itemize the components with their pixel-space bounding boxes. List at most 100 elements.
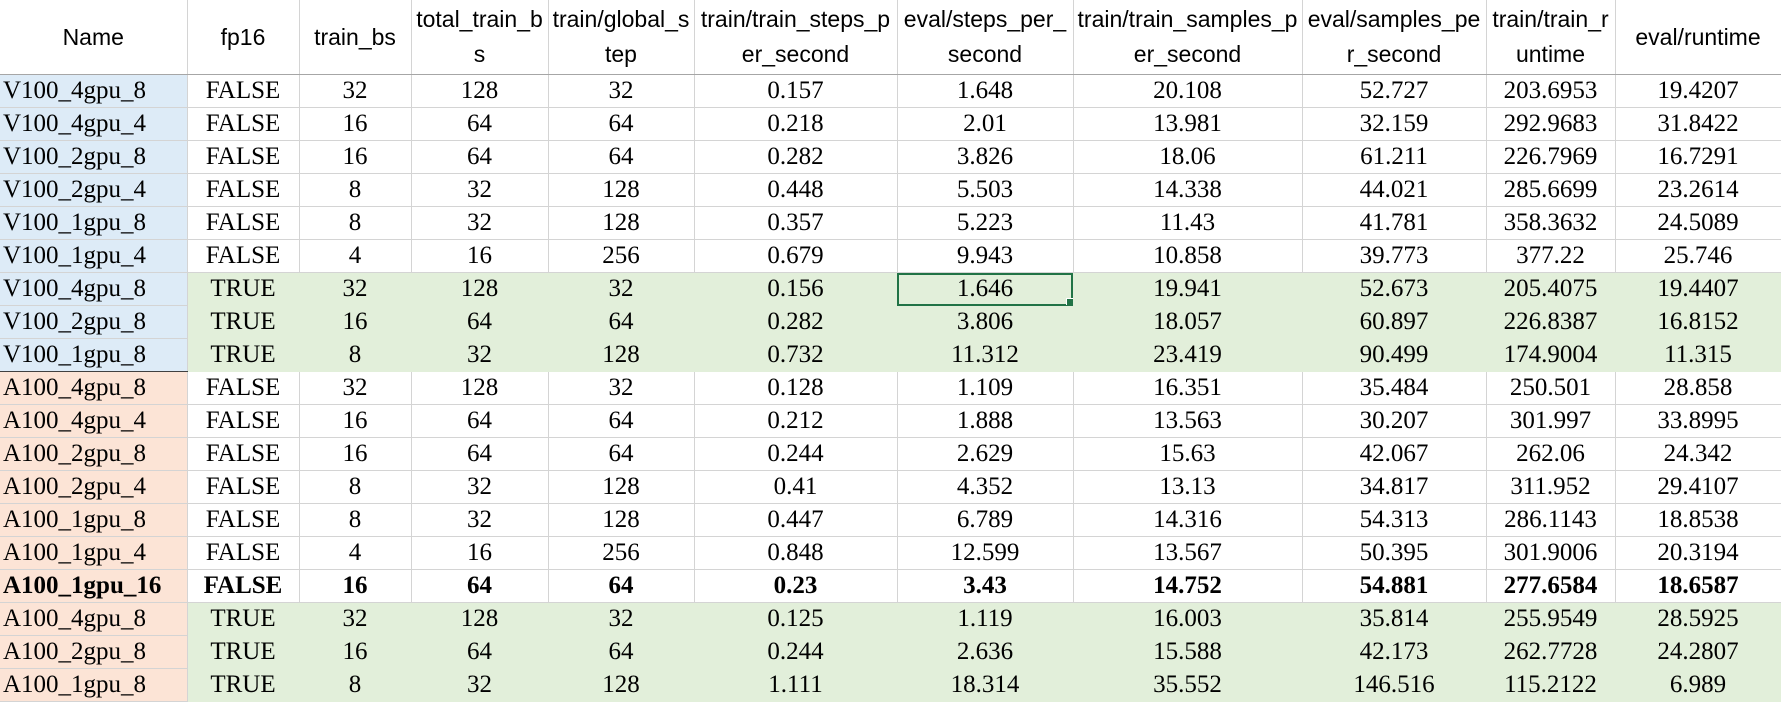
cell-train-runtime[interactable]: 311.952 <box>1486 470 1616 504</box>
cell-eval-samples-per-second[interactable]: 44.021 <box>1302 173 1487 207</box>
cell-name[interactable]: A100_4gpu_8 <box>0 602 188 636</box>
cell-train-bs[interactable]: 8 <box>299 668 412 702</box>
cell-total-train-bs[interactable]: 32 <box>411 206 549 240</box>
cell-total-train-bs[interactable]: 64 <box>411 305 549 339</box>
cell-train-runtime[interactable]: 377.22 <box>1486 239 1616 273</box>
cell-train-runtime[interactable]: 203.6953 <box>1486 74 1616 108</box>
cell-fp16[interactable]: FALSE <box>187 107 300 141</box>
cell-name[interactable]: A100_4gpu_4 <box>0 404 188 438</box>
cell-train-steps-per-second[interactable]: 0.244 <box>694 635 898 669</box>
cell-train-steps-per-second[interactable]: 0.848 <box>694 536 898 570</box>
cell-eval-samples-per-second[interactable]: 35.814 <box>1302 602 1487 636</box>
cell-train-samples-per-second[interactable]: 13.13 <box>1073 470 1303 504</box>
cell-eval-runtime[interactable]: 31.8422 <box>1615 107 1781 141</box>
column-header-eval-samples-per-second[interactable]: eval/samples_per_second <box>1302 0 1487 75</box>
cell-eval-samples-per-second[interactable]: 90.499 <box>1302 338 1487 372</box>
cell-total-train-bs[interactable]: 16 <box>411 239 549 273</box>
cell-train-bs[interactable]: 32 <box>299 602 412 636</box>
cell-total-train-bs[interactable]: 32 <box>411 338 549 372</box>
cell-eval-runtime[interactable]: 11.315 <box>1615 338 1781 372</box>
cell-train-samples-per-second[interactable]: 13.563 <box>1073 404 1303 438</box>
cell-train-samples-per-second[interactable]: 23.419 <box>1073 338 1303 372</box>
cell-train-bs[interactable]: 8 <box>299 173 412 207</box>
cell-train-samples-per-second[interactable]: 18.06 <box>1073 140 1303 174</box>
cell-fp16[interactable]: TRUE <box>187 635 300 669</box>
cell-global-step[interactable]: 64 <box>548 569 695 603</box>
cell-fp16[interactable]: FALSE <box>187 437 300 471</box>
cell-eval-runtime[interactable]: 28.5925 <box>1615 602 1781 636</box>
cell-train-bs[interactable]: 16 <box>299 635 412 669</box>
cell-fp16[interactable]: TRUE <box>187 338 300 372</box>
cell-total-train-bs[interactable]: 128 <box>411 602 549 636</box>
cell-eval-steps-per-second[interactable]: 2.01 <box>897 107 1074 141</box>
cell-train-samples-per-second[interactable]: 15.588 <box>1073 635 1303 669</box>
cell-fp16[interactable]: FALSE <box>187 173 300 207</box>
cell-total-train-bs[interactable]: 32 <box>411 173 549 207</box>
cell-eval-samples-per-second[interactable]: 60.897 <box>1302 305 1487 339</box>
cell-fp16[interactable]: TRUE <box>187 602 300 636</box>
cell-fp16[interactable]: TRUE <box>187 668 300 702</box>
cell-eval-samples-per-second[interactable]: 34.817 <box>1302 470 1487 504</box>
cell-name[interactable]: V100_1gpu_4 <box>0 239 188 273</box>
cell-train-steps-per-second[interactable]: 0.447 <box>694 503 898 537</box>
cell-fp16[interactable]: FALSE <box>187 536 300 570</box>
cell-eval-steps-per-second[interactable]: 2.629 <box>897 437 1074 471</box>
cell-train-steps-per-second[interactable]: 0.23 <box>694 569 898 603</box>
cell-total-train-bs[interactable]: 128 <box>411 371 549 405</box>
cell-total-train-bs[interactable]: 32 <box>411 503 549 537</box>
cell-eval-samples-per-second[interactable]: 30.207 <box>1302 404 1487 438</box>
cell-eval-runtime[interactable]: 19.4407 <box>1615 272 1781 306</box>
cell-name[interactable]: V100_2gpu_8 <box>0 305 188 339</box>
cell-train-steps-per-second[interactable]: 0.282 <box>694 305 898 339</box>
cell-eval-runtime[interactable]: 19.4207 <box>1615 74 1781 108</box>
cell-global-step[interactable]: 128 <box>548 338 695 372</box>
cell-global-step[interactable]: 32 <box>548 74 695 108</box>
cell-global-step[interactable]: 256 <box>548 239 695 273</box>
cell-eval-steps-per-second[interactable]: 4.352 <box>897 470 1074 504</box>
cell-train-bs[interactable]: 16 <box>299 569 412 603</box>
cell-train-bs[interactable]: 16 <box>299 404 412 438</box>
cell-train-samples-per-second[interactable]: 14.338 <box>1073 173 1303 207</box>
cell-eval-samples-per-second[interactable]: 41.781 <box>1302 206 1487 240</box>
cell-eval-steps-per-second[interactable]: 3.43 <box>897 569 1074 603</box>
cell-name[interactable]: V100_4gpu_8 <box>0 272 188 306</box>
cell-train-runtime[interactable]: 301.997 <box>1486 404 1616 438</box>
cell-train-runtime[interactable]: 285.6699 <box>1486 173 1616 207</box>
cell-total-train-bs[interactable]: 32 <box>411 668 549 702</box>
fill-handle[interactable] <box>1065 298 1072 305</box>
cell-eval-runtime[interactable]: 18.6587 <box>1615 569 1781 603</box>
cell-total-train-bs[interactable]: 64 <box>411 140 549 174</box>
cell-train-bs[interactable]: 8 <box>299 206 412 240</box>
cell-eval-samples-per-second[interactable]: 54.313 <box>1302 503 1487 537</box>
cell-global-step[interactable]: 128 <box>548 503 695 537</box>
cell-train-samples-per-second[interactable]: 20.108 <box>1073 74 1303 108</box>
cell-train-runtime[interactable]: 250.501 <box>1486 371 1616 405</box>
cell-name[interactable]: V100_1gpu_8 <box>0 206 188 240</box>
cell-train-runtime[interactable]: 262.7728 <box>1486 635 1616 669</box>
cell-fp16[interactable]: FALSE <box>187 470 300 504</box>
cell-train-runtime[interactable]: 205.4075 <box>1486 272 1616 306</box>
cell-train-steps-per-second[interactable]: 0.357 <box>694 206 898 240</box>
cell-train-runtime[interactable]: 262.06 <box>1486 437 1616 471</box>
cell-total-train-bs[interactable]: 64 <box>411 107 549 141</box>
cell-train-samples-per-second[interactable]: 14.752 <box>1073 569 1303 603</box>
cell-eval-samples-per-second[interactable]: 39.773 <box>1302 239 1487 273</box>
cell-eval-steps-per-second[interactable]: 3.826 <box>897 140 1074 174</box>
cell-global-step[interactable]: 32 <box>548 371 695 405</box>
cell-name[interactable]: A100_2gpu_4 <box>0 470 188 504</box>
cell-global-step[interactable]: 64 <box>548 635 695 669</box>
cell-train-runtime[interactable]: 301.9006 <box>1486 536 1616 570</box>
cell-global-step[interactable]: 32 <box>548 272 695 306</box>
cell-eval-runtime[interactable]: 33.8995 <box>1615 404 1781 438</box>
cell-global-step[interactable]: 32 <box>548 602 695 636</box>
cell-train-samples-per-second[interactable]: 18.057 <box>1073 305 1303 339</box>
cell-fp16[interactable]: TRUE <box>187 272 300 306</box>
cell-train-runtime[interactable]: 255.9549 <box>1486 602 1616 636</box>
cell-fp16[interactable]: FALSE <box>187 140 300 174</box>
cell-eval-steps-per-second[interactable]: 5.503 <box>897 173 1074 207</box>
cell-train-bs[interactable]: 16 <box>299 305 412 339</box>
cell-eval-runtime[interactable]: 6.989 <box>1615 668 1781 702</box>
column-header-train-samples-per-second[interactable]: train/train_samples_per_second <box>1073 0 1303 75</box>
cell-train-steps-per-second[interactable]: 0.125 <box>694 602 898 636</box>
cell-name[interactable]: A100_4gpu_8 <box>0 371 188 405</box>
